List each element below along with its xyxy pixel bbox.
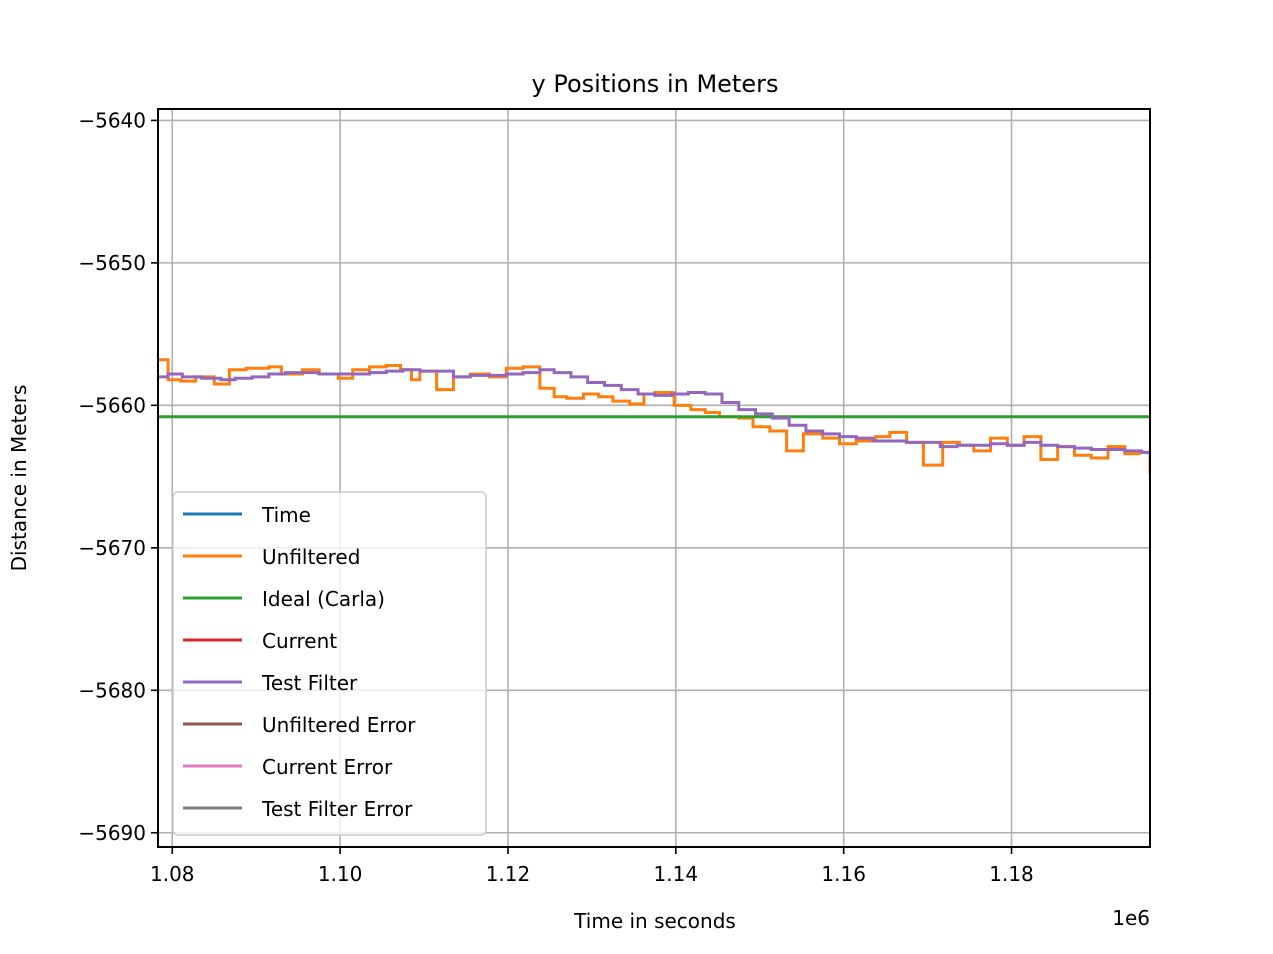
legend-label: Current	[262, 629, 337, 653]
legend: Time Unfiltered Ideal (Carla) Current Test F…	[172, 491, 487, 836]
x-tick-label: 1.16	[821, 862, 866, 886]
y-axis-label: Distance in Meters	[7, 385, 31, 572]
legend-label: Current Error	[262, 755, 393, 779]
y-tick-label: −5660	[78, 393, 146, 417]
y-tick-label: −5650	[78, 251, 146, 275]
plot-area: 1.08 1.10 1.12 1.14 1.16 1.18 −5640 −5650 −5660 −…	[78, 108, 1151, 886]
x-tick-label: 1.12	[486, 862, 531, 886]
legend-label: Time	[261, 503, 311, 527]
legend-label: Unfiltered	[262, 545, 360, 569]
x-tick-label: 1.08	[150, 862, 195, 886]
series-line-test-filter	[158, 368, 1150, 456]
y-tick-label: −5690	[78, 821, 146, 845]
x-tick-label: 1.18	[989, 862, 1034, 886]
chart-title: y Positions in Meters	[532, 70, 779, 98]
y-tick-label: −5670	[78, 536, 146, 560]
y-tick-label: −5680	[78, 678, 146, 702]
y-tick-label: −5640	[78, 108, 146, 132]
legend-box	[172, 491, 487, 836]
x-tick-label: 1.10	[318, 862, 363, 886]
x-axis-offset-label: 1e6	[1112, 906, 1150, 930]
legend-label: Test Filter Error	[261, 797, 413, 821]
legend-label: Test Filter	[261, 671, 358, 695]
x-tick-label: 1.14	[654, 862, 699, 886]
axes-frame	[157, 108, 1151, 848]
legend-label: Unfiltered Error	[262, 713, 416, 737]
x-axis-label: Time in seconds	[573, 909, 736, 933]
legend-label: Ideal (Carla)	[262, 587, 385, 611]
